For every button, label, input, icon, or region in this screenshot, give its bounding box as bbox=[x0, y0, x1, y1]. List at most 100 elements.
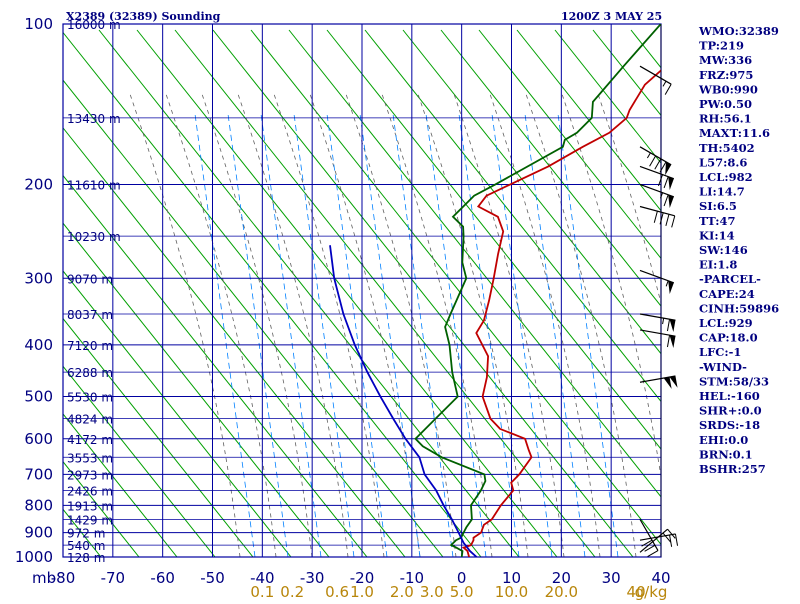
mixing-ratio-line bbox=[293, 113, 355, 557]
stability-indices: WMO:32389TP:219MW:336FRZ:975WB0:990PW:0.… bbox=[698, 24, 779, 476]
index-entry: LCL:929 bbox=[699, 316, 753, 330]
index-entry: LFC:-1 bbox=[699, 345, 741, 359]
wind-barb-flag bbox=[664, 83, 672, 95]
pressure-tick-label: 600 bbox=[24, 430, 53, 448]
mixing-ratio-label: 20.0 bbox=[545, 583, 578, 600]
pressure-tick-label: 1000 bbox=[15, 548, 53, 566]
pressure-unit-label: mb bbox=[32, 569, 56, 587]
pressure-tick-label: 100 bbox=[24, 15, 53, 33]
mixing-ratio-label: 0.2 bbox=[280, 583, 304, 600]
pressure-tick-label: 400 bbox=[24, 336, 53, 354]
height-label: 972 m bbox=[67, 527, 105, 541]
mixing-ratio-label: 1.0 bbox=[350, 583, 374, 600]
moist-adiabat-line bbox=[597, 93, 661, 305]
moist-adiabat-line bbox=[273, 93, 385, 557]
wind-barb-flag bbox=[674, 533, 679, 546]
height-label: 2973 m bbox=[67, 468, 113, 482]
dry-adiabat-line bbox=[63, 31, 482, 557]
index-entry: LI:14.7 bbox=[699, 185, 745, 199]
wind-barb-flag bbox=[659, 161, 667, 173]
wind-barb bbox=[639, 205, 676, 228]
wind-barb-staff bbox=[639, 146, 672, 166]
moist-adiabat-line bbox=[489, 93, 601, 557]
height-label: 3553 m bbox=[67, 451, 113, 465]
temperature-tick-label: 20 bbox=[552, 569, 571, 587]
dry-adiabat-line bbox=[98, 29, 520, 557]
temperature-tick-label: -70 bbox=[101, 569, 126, 587]
pressure-tick-label: 800 bbox=[24, 496, 53, 514]
index-entry: WB0:990 bbox=[698, 82, 758, 96]
dry-adiabat-line bbox=[63, 174, 368, 557]
temperature-tick-label: -50 bbox=[200, 569, 225, 587]
temperature-tick-label: -60 bbox=[150, 569, 175, 587]
observation-time: 1200Z 3 MAY 25 bbox=[561, 10, 662, 23]
wind-barb bbox=[639, 183, 675, 209]
wind-barb-staff bbox=[639, 65, 672, 85]
dry-adiabat-line bbox=[63, 460, 140, 557]
wind-barb-pennant bbox=[668, 176, 674, 190]
index-entry: CAPE:24 bbox=[699, 287, 755, 301]
wind-barb-flag bbox=[654, 158, 662, 170]
index-entry: SI:6.5 bbox=[699, 199, 737, 213]
index-entry: MAXT:11.6 bbox=[699, 126, 770, 140]
wind-barb-flag bbox=[663, 176, 669, 189]
moist-adiabat-line bbox=[525, 93, 637, 557]
mixing-ratio-line bbox=[392, 113, 454, 557]
temperature-tick-label: -10 bbox=[400, 569, 425, 587]
index-entry: RH:56.1 bbox=[699, 112, 752, 126]
index-entry: TP:219 bbox=[699, 39, 744, 53]
dry-adiabat-line bbox=[288, 29, 661, 498]
wind-barb bbox=[639, 146, 672, 176]
index-entry: CAP:18.0 bbox=[699, 331, 758, 345]
mixing-ratio-line bbox=[260, 113, 322, 557]
height-label: 10230 m bbox=[67, 230, 121, 244]
wind-barb-flag bbox=[657, 174, 664, 187]
wind-barb-flag bbox=[666, 319, 671, 332]
height-label: 1429 m bbox=[67, 513, 113, 527]
mixing-ratio-line bbox=[557, 113, 619, 557]
wind-barb-flag bbox=[653, 211, 658, 223]
chart-grid bbox=[62, 23, 662, 558]
index-entry: KI:14 bbox=[699, 228, 735, 242]
height-label: 540 m bbox=[67, 539, 105, 553]
pressure-tick-label: 200 bbox=[24, 175, 53, 193]
mixing-ratio-label: 0.6 bbox=[325, 583, 349, 600]
dry-adiabat-line bbox=[63, 222, 330, 557]
dry-adiabat-line bbox=[63, 413, 178, 557]
pressure-tick-label: 300 bbox=[24, 269, 53, 287]
moist-adiabat-line bbox=[417, 93, 529, 557]
index-entry: EI:1.8 bbox=[699, 258, 737, 272]
temperature-tick-label: 0 bbox=[457, 569, 467, 587]
index-entry: TT:47 bbox=[699, 214, 736, 228]
index-entry: TH:5402 bbox=[699, 141, 755, 155]
height-label: 9070 m bbox=[67, 272, 113, 286]
wind-barb-flag bbox=[663, 194, 669, 207]
mixing-ratio-label: g/kg bbox=[635, 583, 668, 600]
dewpoint-line bbox=[414, 24, 661, 557]
height-label: 5530 m bbox=[67, 391, 113, 405]
index-entry: SRDS:-18 bbox=[699, 418, 760, 432]
dry-adiabat-line bbox=[136, 29, 558, 557]
dry-adiabat-line bbox=[326, 29, 661, 450]
temperature-tick-label: 10 bbox=[502, 569, 521, 587]
dry-adiabat-line bbox=[783, 30, 800, 557]
wind-barb-flag bbox=[669, 534, 673, 547]
wind-barb bbox=[639, 375, 678, 389]
wind-barb bbox=[639, 165, 675, 190]
index-entry: MW:336 bbox=[699, 53, 752, 67]
index-entry: L57:8.6 bbox=[699, 155, 747, 169]
wind-barb bbox=[639, 65, 672, 95]
wind-barb-flag bbox=[671, 215, 676, 228]
dry-adiabat-line bbox=[63, 270, 292, 557]
temperature-tick-label: -30 bbox=[300, 569, 325, 587]
temperature-tick-label: 40 bbox=[651, 569, 670, 587]
height-label: 8037 m bbox=[67, 308, 113, 322]
height-label: 128 m bbox=[67, 551, 105, 565]
index-entry: FRZ:975 bbox=[699, 68, 753, 82]
dry-adiabat-line bbox=[212, 29, 634, 557]
moist-adiabat-line bbox=[165, 93, 277, 557]
mixing-ratio-line bbox=[326, 113, 388, 557]
wind-barb bbox=[639, 519, 659, 557]
wind-barb-pennant bbox=[669, 319, 676, 333]
